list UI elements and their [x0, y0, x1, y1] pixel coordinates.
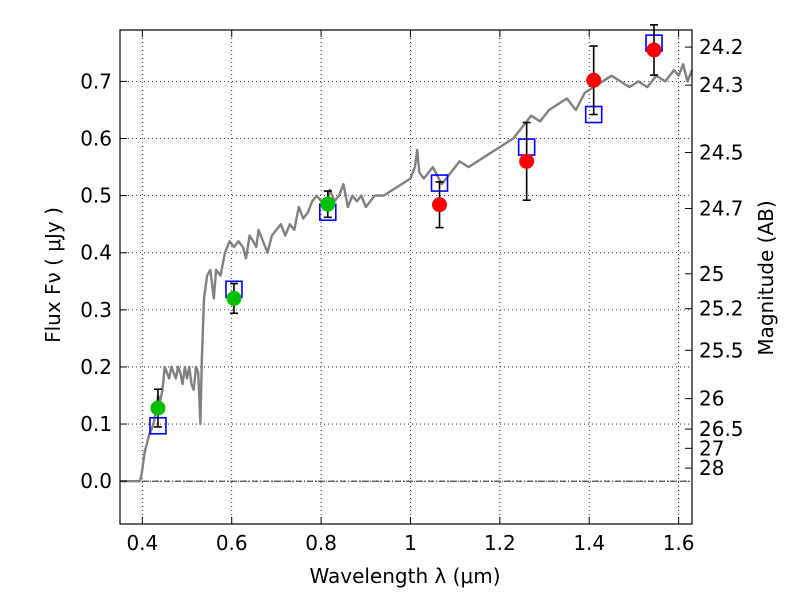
- y-tick-label: 0.2: [80, 355, 112, 379]
- x-tick-label: 1.4: [573, 531, 605, 555]
- observed-flux-point: [150, 400, 166, 416]
- x-tick-label: 0.4: [126, 531, 158, 555]
- right-axis-label: Magnitude (AB): [754, 200, 778, 355]
- right-tick-label: 27: [699, 436, 724, 460]
- right-tick-label: 25.2: [699, 297, 744, 321]
- y-tick-label: 0.7: [80, 69, 112, 93]
- plot-frame: [119, 29, 693, 525]
- right-tick-label: 24.7: [699, 196, 744, 220]
- observed-flux-point: [320, 196, 336, 212]
- x-tick-label: 1: [404, 531, 417, 555]
- x-tick-label: 1.2: [484, 531, 516, 555]
- data-markers: [149, 24, 663, 435]
- y-tick-label: 0.5: [80, 184, 112, 208]
- right-tick-label: 24.3: [699, 73, 744, 97]
- x-tick-label: 0.8: [305, 531, 337, 555]
- right-tick-label: 25.5: [699, 338, 744, 362]
- y-tick-label: 0.6: [80, 127, 112, 151]
- model-spectrum-line: [120, 63, 694, 483]
- right-tick-label: 24.5: [699, 141, 744, 165]
- y-tick-label: 0.4: [80, 241, 112, 265]
- observed-flux-point: [519, 153, 535, 169]
- right-tick-label: 26.5: [699, 417, 744, 441]
- x-axis-label: Wavelength λ (μm): [309, 564, 500, 588]
- right-tick-label: 24.2: [699, 35, 744, 59]
- observed-flux-point: [646, 42, 662, 58]
- x-tick-label: 1.6: [663, 531, 695, 555]
- y-tick-label: 0.3: [80, 298, 112, 322]
- y-tick-label: 0.0: [80, 469, 112, 493]
- ticks: 0.4 0.6 0.8 1 1.2 1.4 1.6 0.0 0.1 0.2 0.3 0.4 0.5 0.6…: [80, 30, 744, 555]
- observed-flux-point: [226, 290, 242, 306]
- model-spectrum: [120, 63, 694, 483]
- right-tick-label: 28: [699, 456, 724, 480]
- x-tick-label: 0.6: [216, 531, 248, 555]
- observed-flux-point: [586, 72, 602, 88]
- y-tick-label: 0.1: [80, 412, 112, 436]
- right-tick-label: 26: [699, 387, 724, 411]
- y-axis-label: Flux Fν ( μJy ): [41, 207, 65, 343]
- right-tick-label: 25: [699, 262, 724, 286]
- observed-flux-point: [432, 197, 448, 213]
